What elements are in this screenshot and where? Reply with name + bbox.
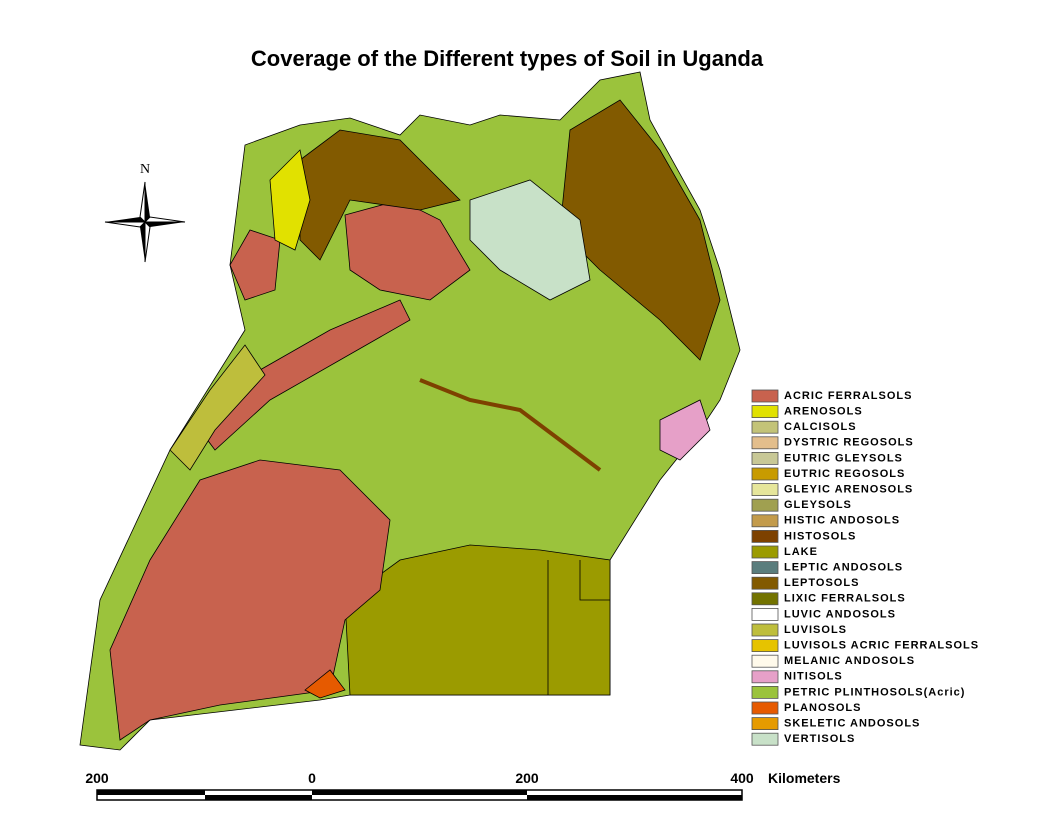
legend-swatch [751, 420, 779, 434]
legend-swatch [751, 639, 779, 652]
legend-label: LUVISOLS ACRIC FERRALSOLS [784, 640, 979, 652]
legend: ACRIC FERRALSOLS ARENOSOLS CALCISOLS DYSTRI… [751, 389, 979, 746]
scale-segment [527, 795, 742, 800]
legend-swatch [751, 701, 779, 715]
legend-label: VERTISOLS [784, 733, 855, 745]
scale-label: 200 [85, 770, 109, 786]
legend-swatch [751, 436, 779, 450]
acric-ferralsols-band [199, 299, 411, 451]
legend-label: GLEYSOLS [784, 499, 852, 511]
acric-ferralsols-southwest [109, 459, 391, 741]
lake-border [547, 560, 610, 695]
legend-swatch [751, 530, 779, 543]
legend-label: PLANOSOLS [784, 702, 861, 714]
legend-swatch [751, 670, 779, 684]
legend-swatch [751, 686, 779, 699]
legend-swatch [751, 592, 779, 606]
scale-segment [205, 795, 312, 800]
map-title: Coverage of the Different types of Soil … [251, 46, 764, 71]
scale-unit: Kilometers [768, 770, 841, 786]
arrow-shape [139, 181, 146, 224]
legend-label: EUTRIC GLEYSOLS [784, 452, 903, 464]
legend-label: CALCISOLS [784, 421, 857, 433]
vertisols-northeast [469, 179, 591, 301]
luvisols-west [169, 344, 266, 471]
legend-label: DYSTRIC REGOSOLS [784, 437, 914, 449]
planosols-south [304, 669, 346, 699]
uganda-map [79, 71, 741, 751]
arrow-shape [105, 217, 145, 222]
legend-label: LUVISOLS [784, 624, 847, 636]
legend-label: NITISOLS [784, 671, 843, 683]
north-label: N [140, 162, 150, 177]
legend-label: ARENOSOLS [784, 406, 863, 418]
legend-swatch [751, 623, 779, 637]
arrow-shape [140, 222, 145, 262]
legend-swatch [751, 467, 779, 481]
legend-label: SKELETIC ANDOSOLS [784, 718, 920, 730]
legend-label: HISTIC ANDOSOLS [784, 515, 900, 527]
north-arrow: N [104, 162, 186, 263]
acric-ferralsols-west [229, 229, 281, 301]
legend-swatch [751, 576, 779, 590]
scale-segment [312, 790, 527, 795]
legend-label: LAKE [784, 546, 818, 558]
legend-label: HISTOSOLS [784, 530, 856, 542]
arrow-shape [143, 216, 186, 223]
legend-swatch [751, 389, 779, 403]
legend-swatch [751, 732, 779, 746]
legend-swatch [751, 545, 779, 559]
legend-swatch [751, 654, 779, 668]
legend-swatch [751, 608, 779, 621]
scale-bar [96, 789, 743, 801]
legend-label: GLEYIC ARENOSOLS [784, 484, 913, 496]
arrow-shape [104, 221, 147, 228]
scale-label: 400 [730, 770, 754, 786]
legend-label: EUTRIC REGOSOLS [784, 468, 905, 480]
leptosols-north [299, 129, 461, 261]
scale-segment [97, 790, 205, 795]
arrow-shape [145, 222, 185, 227]
legend-swatch [751, 561, 779, 574]
legend-swatch [751, 717, 779, 730]
legend-label: MELANIC ANDOSOLS [784, 655, 915, 667]
legend-label: LEPTIC ANDOSOLS [784, 562, 903, 574]
arrow-shape [144, 220, 151, 263]
arrow-shape [145, 182, 150, 222]
legend-swatch [751, 498, 779, 512]
legend-label: LUVIC ANDOSOLS [784, 608, 896, 620]
scale-labels: 200 0 200 400 Kilometers [85, 770, 840, 786]
legend-label: LIXIC FERRALSOLS [784, 593, 906, 605]
arenosols-northwest [269, 149, 311, 251]
legend-label: LEPTOSOLS [784, 577, 859, 589]
legend-label: ACRIC FERRALSOLS [784, 390, 912, 402]
scale-label: 200 [515, 770, 539, 786]
legend-swatch [751, 483, 779, 497]
legend-swatch [751, 405, 779, 419]
legend-label: PETRIC PLINTHOSOLS(Acric) [784, 686, 965, 698]
histosols-channel [419, 378, 602, 472]
scale-label: 0 [308, 770, 316, 786]
legend-swatch [751, 514, 779, 528]
nitisols-east [659, 399, 711, 461]
legend-swatch [751, 451, 779, 465]
